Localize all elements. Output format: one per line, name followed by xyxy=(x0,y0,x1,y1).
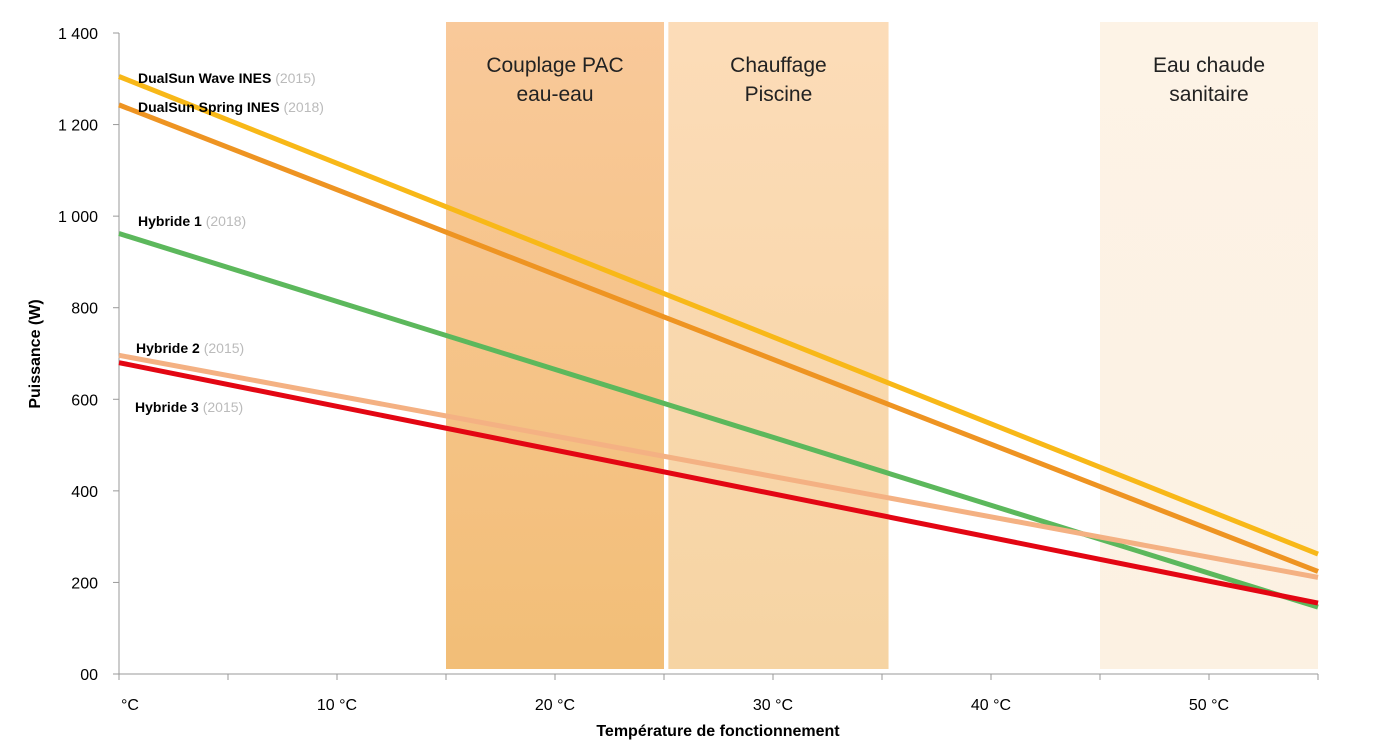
y-tick-label: 800 xyxy=(71,301,98,318)
band-2 xyxy=(1100,22,1318,669)
y-tick-label: 600 xyxy=(71,392,98,409)
series-label: Hybride 3 (2015) xyxy=(135,399,243,415)
band-label: Chauffage xyxy=(730,54,827,77)
series-line-hybride-1 xyxy=(118,231,1319,610)
x-axis-title: Température de fonctionnement xyxy=(596,723,840,740)
x-tick-label: 50 °C xyxy=(1189,697,1229,714)
series-line-dualsun-wave-ines xyxy=(118,74,1319,557)
band-label: Eau chaude xyxy=(1153,54,1265,77)
y-tick-label: 1 200 xyxy=(58,118,98,135)
series-label: Hybride 1 (2018) xyxy=(138,213,246,229)
y-tick-label: 1 000 xyxy=(58,209,98,226)
series-line-hybride-3 xyxy=(118,360,1319,606)
band-label: Piscine xyxy=(745,83,813,106)
series-label: DualSun Wave INES (2015) xyxy=(138,70,316,86)
series-line-dualsun-spring-ines xyxy=(118,102,1319,574)
x-tick-label: 40 °C xyxy=(971,697,1011,714)
y-axis-title: Puissance (W) xyxy=(27,299,44,408)
x-tick-label: 20 °C xyxy=(535,697,575,714)
x-tick-label: 30 °C xyxy=(753,697,793,714)
band-1 xyxy=(668,22,889,669)
x-tick-label: 10 °C xyxy=(317,697,357,714)
series-label: Hybride 2 (2015) xyxy=(136,340,244,356)
y-tick-label: 1 400 xyxy=(58,26,98,43)
series-labels: DualSun Wave INES (2015) DualSun Spring I… xyxy=(135,70,324,415)
y-tick-label: 400 xyxy=(71,484,98,501)
band-label: sanitaire xyxy=(1169,83,1248,106)
temperature-bands: Couplage PAC eau-eau Chauffage Piscine Eau c… xyxy=(446,22,1318,669)
band-label: eau-eau xyxy=(516,83,593,106)
x-tick-label: °C xyxy=(121,697,139,714)
axes: 00 200 400 600 800 1 000 1 200 1 400 °C 10 °C 20 °… xyxy=(58,26,1319,714)
band-label: Couplage PAC xyxy=(486,54,623,77)
y-tick-label: 00 xyxy=(80,667,98,684)
series-label: DualSun Spring INES (2018) xyxy=(138,99,324,115)
y-tick-label: 200 xyxy=(71,575,98,592)
series-line-hybride-2 xyxy=(118,352,1319,580)
series-lines xyxy=(118,74,1319,610)
